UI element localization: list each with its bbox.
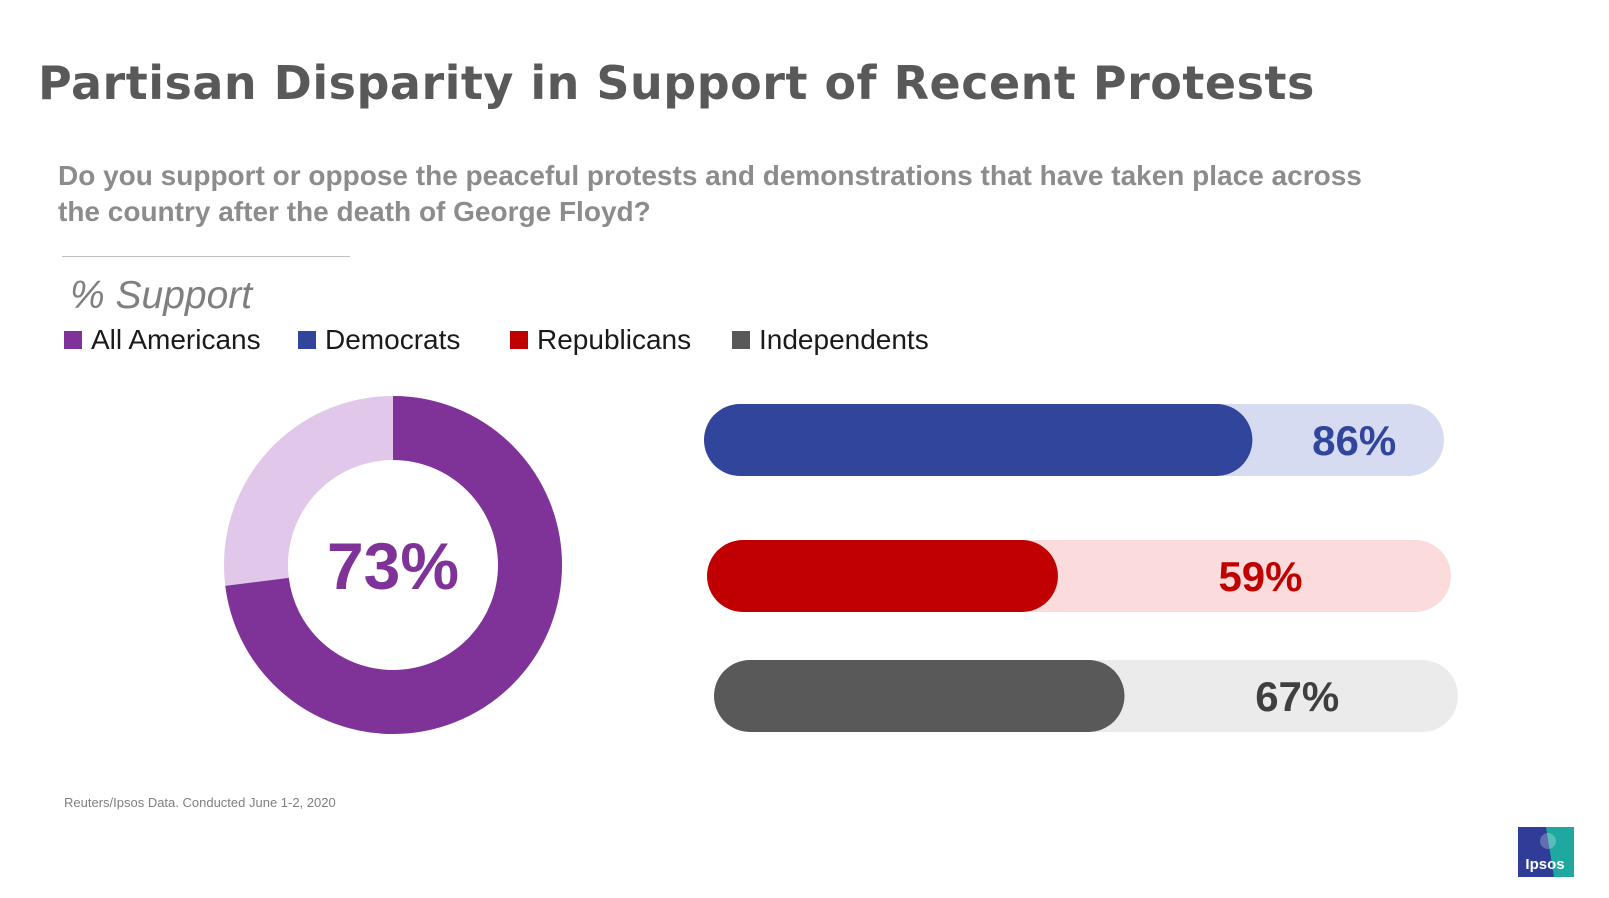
donut-slice-support	[224, 396, 562, 734]
legend-label: All Americans	[91, 324, 261, 355]
source-note: Reuters/Ipsos Data. Conducted June 1-2, …	[64, 795, 336, 810]
bar-value-label: 86%	[1312, 417, 1396, 464]
bar-track	[704, 404, 1444, 476]
bar-value-label: 59%	[1218, 553, 1302, 600]
legend-swatch-democrats	[298, 331, 316, 349]
legend-item-democrats: Democrats	[298, 324, 460, 356]
legend-swatch-independents	[732, 331, 750, 349]
legend-swatch-all-americans	[64, 331, 82, 349]
bar-track	[714, 660, 1458, 732]
legend-item-all-americans: All Americans	[64, 324, 261, 356]
survey-question: Do you support or oppose the peaceful pr…	[58, 160, 1362, 227]
bar-fill	[707, 540, 1058, 612]
bar-fill	[714, 660, 1125, 732]
donut-center-label: 73%	[327, 529, 459, 603]
chart-title: Partisan Disparity in Support of Recent …	[38, 56, 1315, 110]
legend-item-republicans: Republicans	[510, 324, 691, 356]
bar-row-democrats: 86%	[704, 404, 1444, 476]
donut-chart-all-americans: 73%	[224, 396, 562, 734]
legend-swatch-republicans	[510, 331, 528, 349]
divider	[62, 256, 350, 257]
logo-wordmark: Ipsos	[1525, 856, 1564, 873]
chart-subtitle: % Support	[70, 274, 253, 317]
bar-row-independents: 67%	[714, 660, 1458, 732]
legend-label: Independents	[759, 324, 929, 355]
bar-row-republicans: 59%	[707, 540, 1451, 612]
bar-value-label: 67%	[1255, 673, 1339, 720]
legend-label: Republicans	[537, 324, 692, 355]
bar-track	[707, 540, 1451, 612]
ipsos-logo: Ipsos	[1518, 827, 1574, 877]
legend-item-independents: Independents	[732, 324, 929, 356]
bar-fill	[704, 404, 1253, 476]
legend-label: Democrats	[325, 324, 461, 355]
